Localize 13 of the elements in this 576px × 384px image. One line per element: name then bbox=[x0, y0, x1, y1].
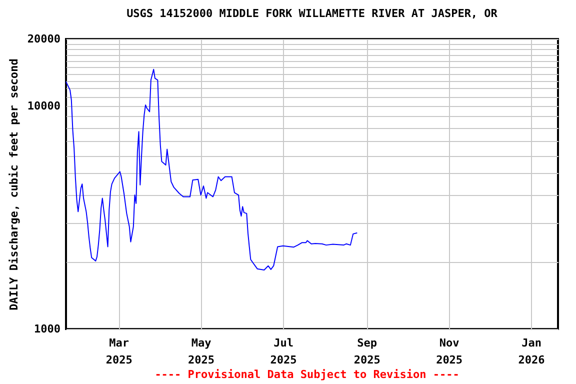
x-tick-label: Jul 2025 bbox=[270, 336, 297, 366]
x-tick-label: Nov 2025 bbox=[436, 336, 463, 366]
x-tick-label: Jan 2026 bbox=[518, 336, 546, 366]
chart-title: USGS 14152000 MIDDLE FORK WILLAMETTE RIVER AT JASPER, OR bbox=[126, 7, 498, 20]
y-tick-label: 10000 bbox=[27, 100, 60, 113]
y-tick-label: 1000 bbox=[34, 322, 60, 336]
x-tick-label: Sep 2025 bbox=[354, 336, 380, 366]
y-axis-title: DAILY Discharge, cubic feet per second bbox=[7, 58, 20, 310]
y-tick-label: 20000 bbox=[27, 32, 60, 46]
line-series bbox=[66, 68, 358, 270]
x-tick-label: Mar 2025 bbox=[106, 336, 132, 366]
x-tick-label: May 2025 bbox=[188, 336, 215, 366]
text: ---- Provisional Data Subject to Revision ---- bbox=[154, 368, 460, 381]
